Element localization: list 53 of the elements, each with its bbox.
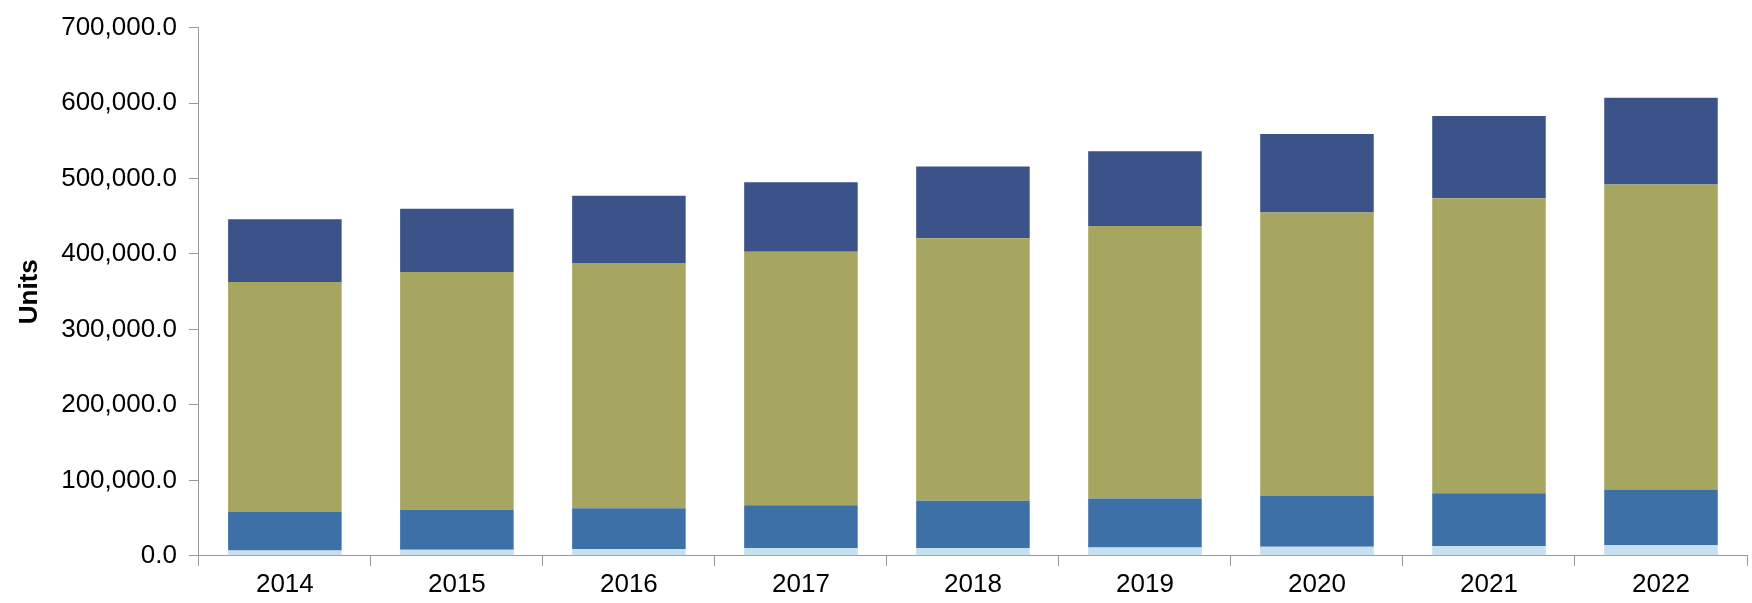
- bar: [400, 549, 514, 556]
- bar: [916, 166, 1030, 239]
- x-tick-label: 2021: [1460, 567, 1518, 598]
- y-tick-label: 0.0: [140, 538, 177, 569]
- bar: [916, 548, 1030, 556]
- bar: [1604, 545, 1718, 556]
- bar: [744, 251, 858, 506]
- bar: [744, 505, 858, 549]
- bar: [228, 281, 342, 513]
- bar: [572, 195, 686, 264]
- bar: [1088, 547, 1202, 556]
- bar: [1088, 226, 1202, 499]
- x-tick-label: 2014: [255, 567, 314, 598]
- x-tick-label: 2022: [1632, 567, 1690, 598]
- bar: [916, 500, 1030, 549]
- bar: [400, 509, 514, 550]
- bar: [1260, 134, 1374, 213]
- bar: [1604, 97, 1718, 185]
- bar: [744, 548, 858, 556]
- bar: [744, 182, 858, 252]
- x-tick-label: 2016: [599, 567, 658, 598]
- bar: [1604, 489, 1718, 546]
- bar: [400, 208, 514, 273]
- bar: [1432, 493, 1546, 546]
- bar: [228, 512, 342, 551]
- y-tick-label: 700,000.0: [61, 10, 177, 41]
- bar: [572, 263, 686, 509]
- x-tick-label: 2015: [427, 567, 486, 598]
- bar: [228, 219, 342, 282]
- bar: [572, 549, 686, 556]
- bar: [1432, 198, 1546, 494]
- y-tick-label: 400,000.0: [61, 237, 177, 268]
- x-tick-label: 2017: [772, 567, 830, 598]
- bar: [1088, 498, 1202, 548]
- y-axis-title: Units: [12, 259, 43, 325]
- x-tick-label: 2018: [944, 567, 1002, 598]
- bar: [1260, 212, 1374, 496]
- y-tick-label: 500,000.0: [61, 161, 177, 192]
- bar: [1088, 151, 1202, 227]
- bar: [572, 508, 686, 550]
- bar: [916, 238, 1030, 501]
- bar: [1604, 184, 1718, 490]
- bar: [1432, 545, 1546, 556]
- y-tick-label: 100,000.0: [61, 463, 177, 494]
- bar: [1432, 115, 1546, 199]
- y-tick-label: 600,000.0: [61, 86, 177, 117]
- bar: [1260, 495, 1374, 547]
- x-tick-label: 2019: [1116, 567, 1174, 598]
- y-tick-label: 200,000.0: [61, 388, 177, 419]
- x-tick-label: 2020: [1288, 567, 1346, 598]
- y-tick-label: 300,000.0: [61, 312, 177, 343]
- bar: [1260, 546, 1374, 556]
- bar: [400, 272, 514, 510]
